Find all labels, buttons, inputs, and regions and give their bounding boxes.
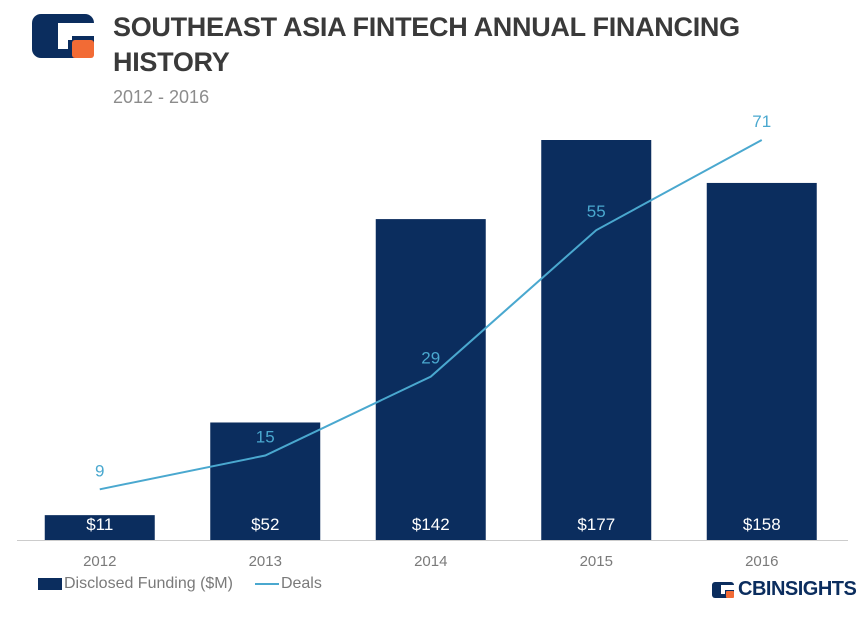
- x-tick-2016: 2016: [745, 553, 778, 570]
- x-tick-2014: 2014: [414, 553, 447, 570]
- bar-2014: [375, 219, 486, 540]
- deals-label-2015: 55: [587, 202, 606, 221]
- bar-label-2013: $52: [251, 515, 279, 534]
- legend: Disclosed Funding ($M) Deals: [38, 575, 322, 593]
- legend-bar-swatch: [38, 578, 62, 590]
- deals-label-2014: 29: [421, 349, 440, 368]
- bar-2012: [44, 515, 155, 540]
- chart-subtitle: 2012 - 2016: [113, 87, 210, 107]
- bar-label-2014: $142: [412, 515, 450, 534]
- x-tick-2015: 2015: [580, 553, 613, 570]
- legend-line-swatch: [254, 583, 279, 585]
- legend-line-label: Deals: [280, 575, 322, 592]
- deals-label-2016: 71: [752, 112, 771, 131]
- bar-2013: [210, 422, 321, 540]
- x-tick-2012: 2012: [83, 553, 116, 570]
- brand-name: CBINSIGHTS: [738, 578, 857, 600]
- cb-logo-icon: [32, 14, 94, 58]
- x-tick-2013: 2013: [249, 553, 282, 570]
- bar-label-2015: $177: [577, 515, 615, 534]
- bar-label-2016: $158: [743, 515, 781, 534]
- bar-2015: [541, 140, 652, 540]
- bar-2016: [706, 182, 817, 540]
- chart-title: SOUTHEAST ASIA FINTECH ANNUAL FINANCING …: [113, 12, 740, 77]
- brand-logo: CBINSIGHTS: [712, 578, 857, 601]
- deals-label-2013: 15: [256, 427, 275, 446]
- bar-label-2012: $11: [86, 515, 113, 534]
- legend-bar-label: Disclosed Funding ($M): [64, 575, 233, 592]
- deals-label-2012: 9: [95, 461, 104, 480]
- cb-brand-icon: [712, 581, 734, 598]
